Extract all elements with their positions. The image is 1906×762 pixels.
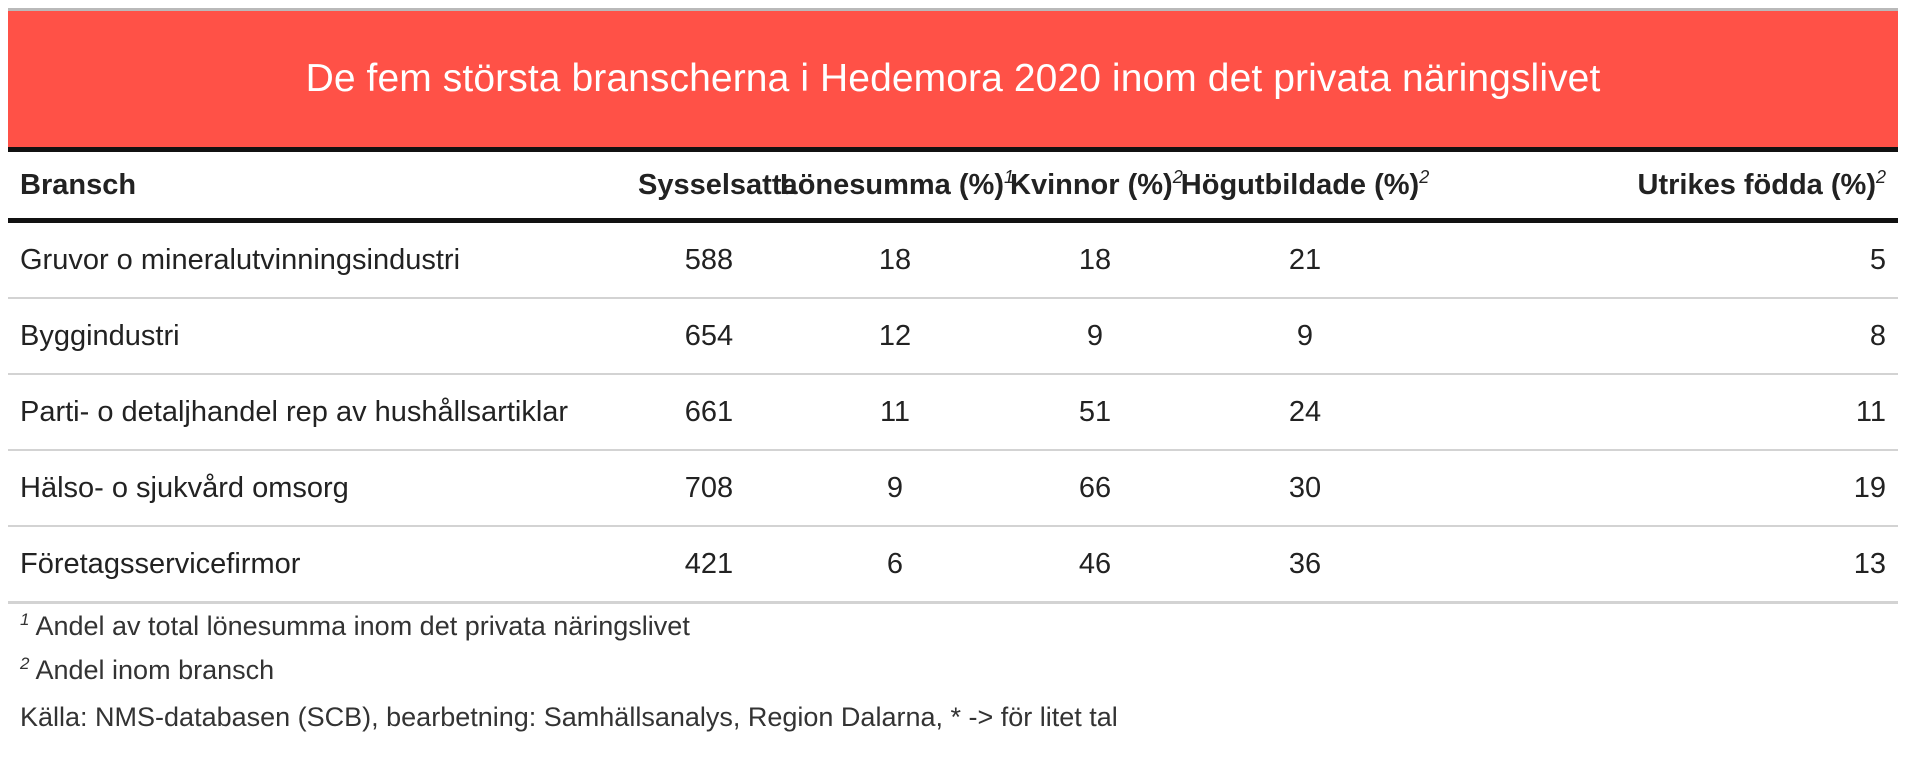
footnote-2: 2 Andel inom bransch [20,648,1118,692]
table-title: De fem största branscherna i Hedemora 20… [305,57,1601,100]
cell-hogutbildade: 21 [1180,220,1430,299]
source-note: Källa: NMS-databasen (SCB), bearbetning:… [20,702,1118,732]
cell-lonesumma: 6 [780,526,1010,604]
col-header-hogutbildade: Högutbildade (%)2 [1180,166,1430,201]
cell-bransch: Byggindustri [8,298,638,375]
table-row: Parti- o detaljhandel rep av hushållsart… [8,374,1898,451]
title-banner: De fem största branscherna i Hedemora 20… [8,11,1898,147]
col-header-bransch: Bransch [20,168,137,201]
cell-sysselsatta: 588 [638,220,780,299]
data-table-container: Bransch Sysselsatta Lönesumma (%)1 Kvinn… [8,147,1898,604]
table-row: Hälso- o sjukvård omsorg 708 9 66 30 19 [8,450,1898,527]
cell-utrikes-fodda: 8 [1430,298,1898,375]
cell-hogutbildade: 30 [1180,450,1430,527]
cell-kvinnor: 51 [1010,374,1180,451]
cell-lonesumma: 11 [780,374,1010,451]
cell-utrikes-fodda: 13 [1430,526,1898,604]
top-rule [8,8,1898,11]
cell-lonesumma: 9 [780,450,1010,527]
footnote-text: Andel av total lönesumma inom det privat… [35,611,690,641]
table-notes: 1 Andel av total lönesumma inom det priv… [20,604,1118,742]
footnote-marker: 1 [20,610,30,629]
cell-hogutbildade: 9 [1180,298,1430,375]
cell-bransch: Företagsservicefirmor [8,526,638,604]
cell-sysselsatta: 421 [638,526,780,604]
table-row: Gruvor o mineralutvinningsindustri 588 1… [8,220,1898,299]
cell-lonesumma: 18 [780,220,1010,299]
cell-lonesumma: 12 [780,298,1010,375]
footnote-text: Andel inom bransch [35,655,275,685]
cell-utrikes-fodda: 19 [1430,450,1898,527]
footnote-marker: 2 [20,654,30,673]
col-header-kvinnor: Kvinnor (%)2 [1010,166,1183,201]
table-row: Företagsservicefirmor 421 6 46 36 13 [8,526,1898,604]
cell-sysselsatta: 654 [638,298,780,375]
cell-bransch: Parti- o detaljhandel rep av hushållsart… [8,374,638,451]
cell-bransch: Hälso- o sjukvård omsorg [8,450,638,527]
col-header-lonesumma: Lönesumma (%)1 [780,166,1014,201]
cell-bransch: Gruvor o mineralutvinningsindustri [8,220,638,299]
cell-hogutbildade: 24 [1180,374,1430,451]
cell-sysselsatta: 661 [638,374,780,451]
cell-sysselsatta: 708 [638,450,780,527]
cell-hogutbildade: 36 [1180,526,1430,604]
cell-kvinnor: 66 [1010,450,1180,527]
cell-kvinnor: 9 [1010,298,1180,375]
table-header-row: Bransch Sysselsatta Lönesumma (%)1 Kvinn… [8,149,1898,221]
footnote-1: 1 Andel av total lönesumma inom det priv… [20,604,1118,648]
table-row: Byggindustri 654 12 9 9 8 [8,298,1898,375]
col-header-sysselsatta: Sysselsatta [638,168,798,201]
col-header-utrikes-fodda: Utrikes födda (%)2 [1637,166,1887,201]
data-table: Bransch Sysselsatta Lönesumma (%)1 Kvinn… [8,147,1898,604]
cell-utrikes-fodda: 5 [1430,220,1898,299]
cell-kvinnor: 18 [1010,220,1180,299]
cell-kvinnor: 46 [1010,526,1180,604]
cell-utrikes-fodda: 11 [1430,374,1898,451]
